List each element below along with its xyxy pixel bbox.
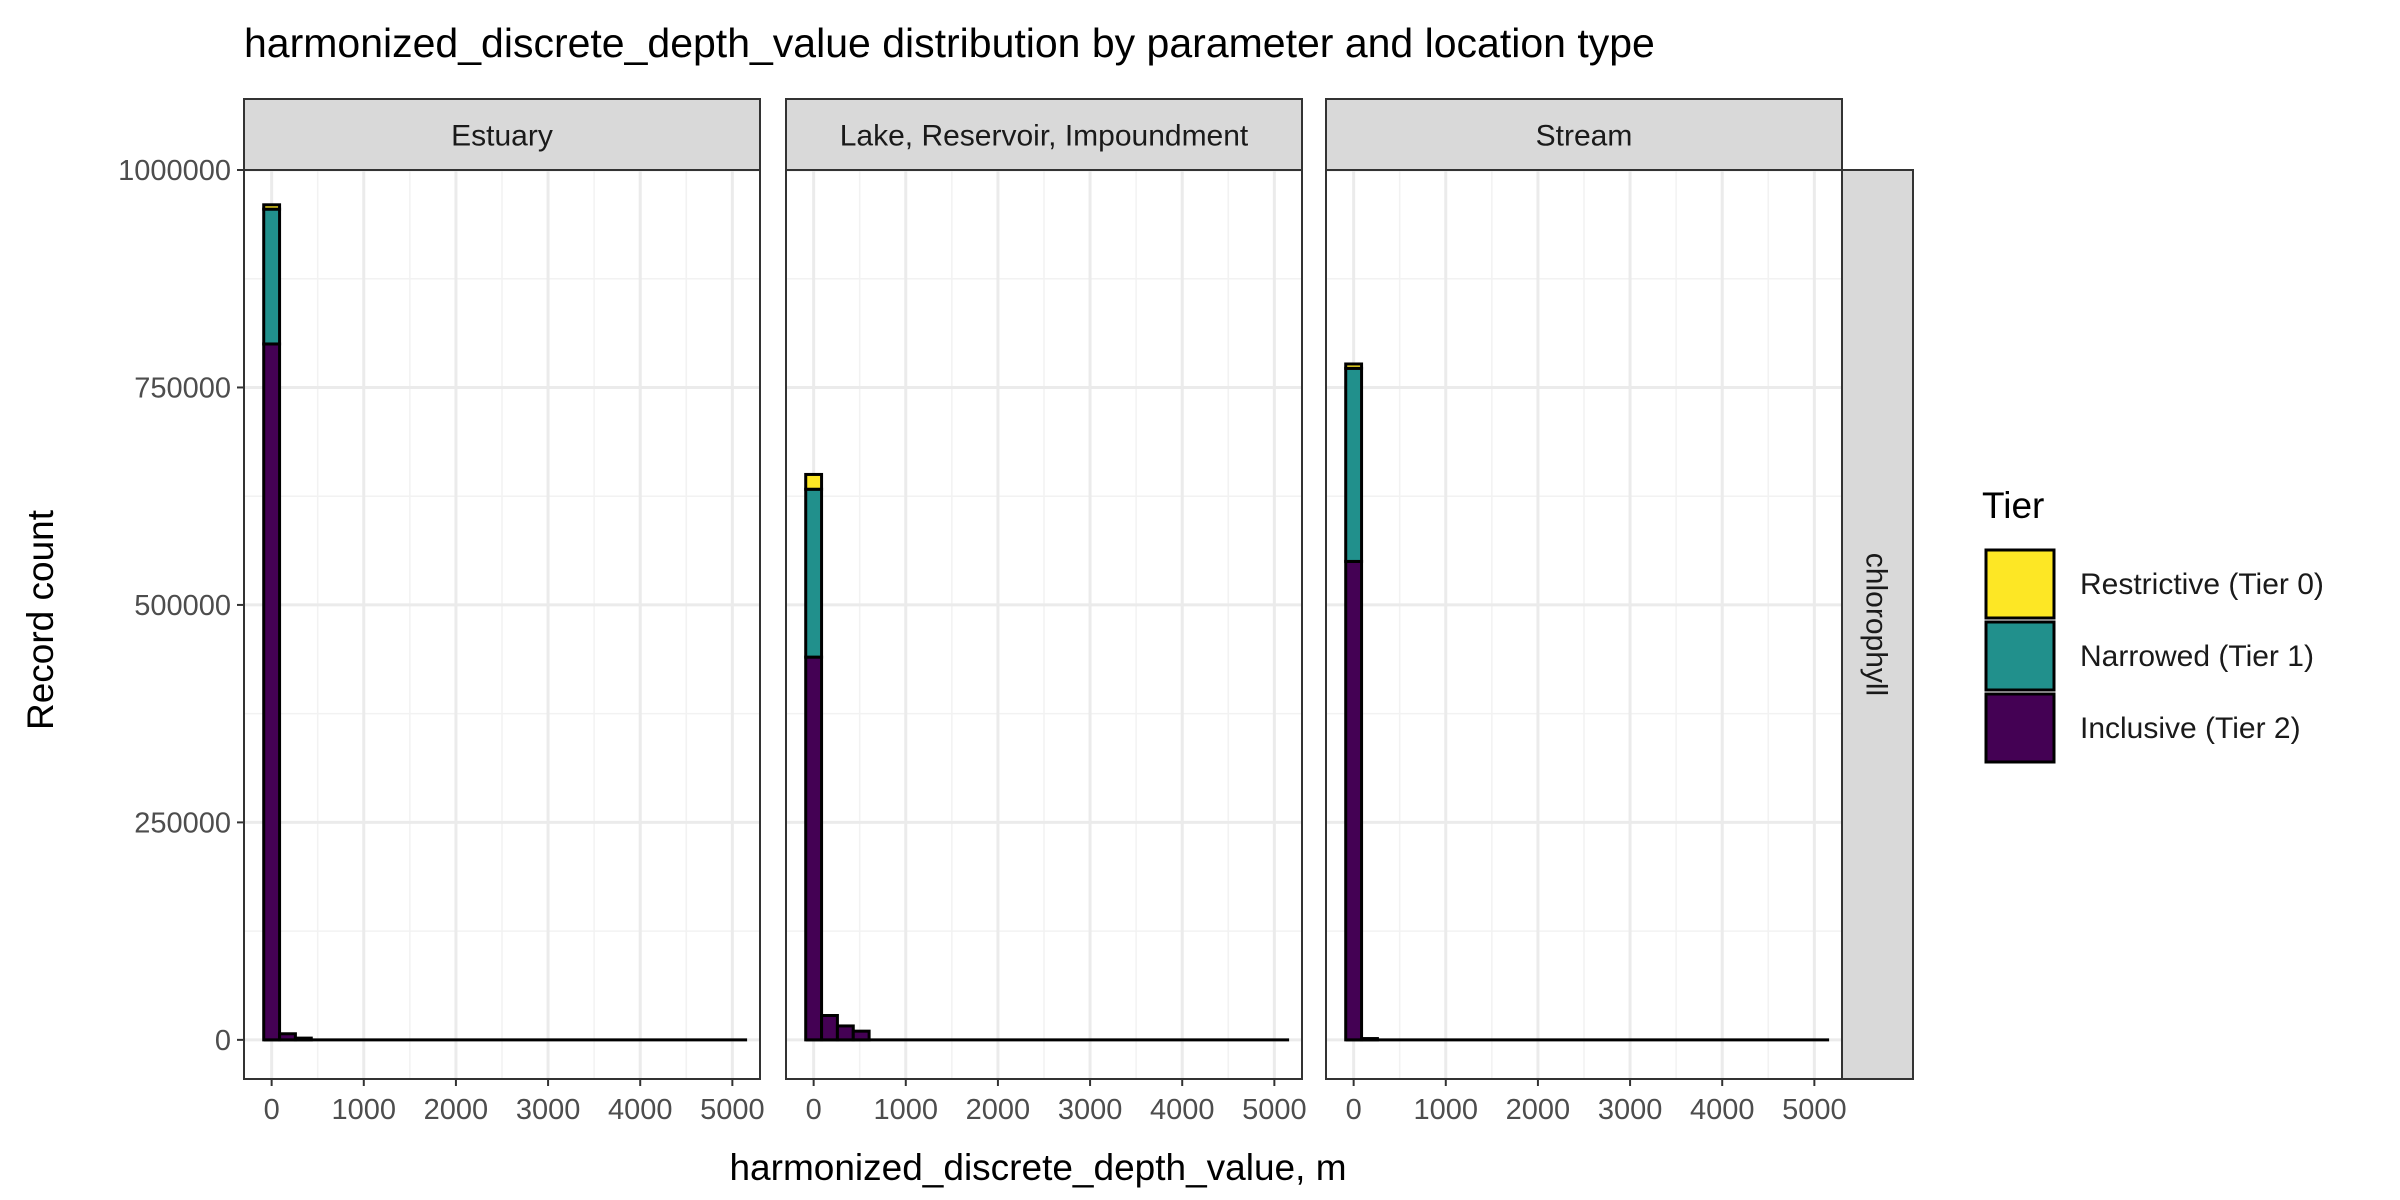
x-tick-label: 4000 [1690,1094,1755,1126]
x-axis-title: harmonized_discrete_depth_value, m [729,1147,1346,1188]
facet-strip [1325,98,1843,171]
histogram-bar-restrictive [804,472,824,491]
row-strip: chlorophyll [1841,169,1914,1080]
x-tick-label: 3000 [1598,1094,1663,1126]
histogram-bar-narrowed [262,207,282,346]
y-tick-label: 250000 [134,807,231,839]
y-tick-label: 750000 [134,372,231,404]
facet-panel: Estuary 0 1000 2000 3000 4000 5000 [243,98,765,1126]
chart-title: harmonized_discrete_depth_value distribu… [244,20,1655,66]
facet-panel: Stream 0 1000 2000 3000 4000 5000 [1325,98,1847,1126]
x-tick-label: 3000 [516,1094,581,1126]
x-tick-label: 4000 [1150,1094,1215,1126]
legend-label: Restrictive (Tier 0) [2080,568,2324,601]
histogram-bar-restrictive [262,203,282,211]
facet-panel: Lake, Reservoir, Impoundment 0 1000 2000 300… [785,98,1307,1126]
histogram-bar-inclusive [278,1032,297,1042]
x-tick-label: 1000 [874,1094,939,1126]
histogram-bar-narrowed [1344,366,1364,563]
x-tick-label: 5000 [700,1094,765,1126]
y-axis-title: Record count [20,509,61,730]
x-tick-label: 1000 [332,1094,397,1126]
facet-strip-label: Lake, Reservoir, Impoundment [840,120,1249,153]
x-tick-label: 0 [806,1094,822,1126]
legend-key [1984,548,2056,620]
x-tick-label: 1000 [1414,1094,1479,1126]
x-tick-label: 2000 [966,1094,1031,1126]
y-axis: 0 250000 500000 750000 1000000 [118,155,244,1057]
histogram-bar-inclusive [262,342,282,1042]
facet-strip-label: Stream [1536,120,1633,153]
row-strip-box [1841,169,1914,1080]
legend-title: Tier [1982,485,2044,526]
legend-label: Inclusive (Tier 2) [2080,712,2301,745]
histogram-bar-inclusive [820,1014,839,1042]
x-tick-label: 5000 [1242,1094,1307,1126]
facet-strip [785,98,1303,171]
legend-key [1984,692,2056,764]
y-tick-label: 0 [215,1025,231,1057]
histogram-bar-inclusive [1360,1037,1379,1042]
row-strip-label: chlorophyll [1860,553,1893,696]
histogram-bar-inclusive [851,1029,871,1042]
facet-strip-label: Estuary [451,120,553,153]
legend-label: Narrowed (Tier 1) [2080,640,2314,673]
x-tick-label: 5000 [1782,1094,1847,1126]
legend: Tier Restrictive (Tier 0) Narrowed (Tier 1… [1982,485,2324,764]
histogram-bar-inclusive [835,1024,855,1042]
x-tick-label: 2000 [1506,1094,1571,1126]
histogram-bar-restrictive [1344,362,1364,370]
histogram-bar-inclusive [804,655,824,1042]
x-tick-label: 0 [264,1094,280,1126]
x-tick-label: 3000 [1058,1094,1123,1126]
x-tick-label: 2000 [424,1094,489,1126]
x-tick-label: 0 [1346,1094,1362,1126]
y-tick-label: 500000 [134,590,231,622]
histogram-bar-inclusive [293,1036,313,1042]
histogram-bar-narrowed [804,487,824,659]
x-tick-label: 4000 [608,1094,673,1126]
histogram-bar-inclusive [1344,559,1364,1042]
facet-strip [243,98,761,171]
legend-key [1984,620,2056,692]
y-tick-label: 1000000 [118,155,231,187]
